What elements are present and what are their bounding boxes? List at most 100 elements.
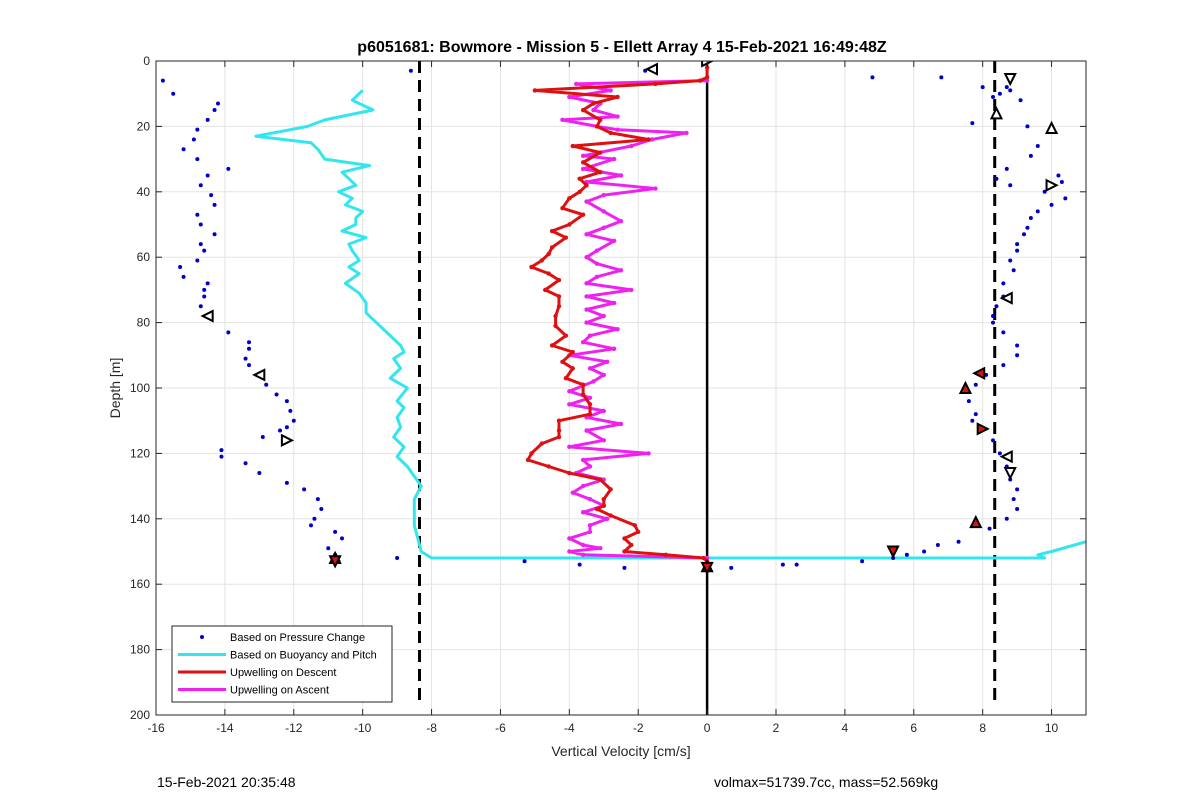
pressure-point	[340, 536, 344, 541]
y-axis-label: Depth [m]	[107, 358, 123, 419]
pressure-point	[1028, 215, 1033, 220]
y-tick-label: 40	[137, 185, 151, 199]
pressure-point	[991, 314, 995, 319]
upwelling-on-descent-point	[580, 107, 586, 113]
pressure-point	[160, 78, 165, 83]
pressure-point	[997, 451, 1002, 456]
upwelling-on-ascent-point	[567, 94, 572, 100]
x-tick-label: -2	[633, 721, 644, 735]
pressure-point	[178, 265, 183, 270]
upwelling-on-ascent-point	[684, 130, 689, 136]
upwelling-on-descent-point	[584, 183, 589, 188]
pressure-point	[202, 287, 207, 292]
pressure-point	[209, 193, 214, 198]
triangle-marker	[969, 514, 983, 529]
upwelling-on-ascent-point	[580, 552, 586, 557]
pressure-point	[1063, 196, 1068, 201]
upwelling-on-ascent-point	[580, 457, 586, 463]
x-tick-label: 4	[842, 721, 849, 735]
pressure-point	[205, 173, 210, 178]
x-tick-label: -10	[354, 721, 372, 735]
upwelling-on-ascent-point	[574, 81, 579, 87]
pressure-point	[195, 212, 200, 217]
upwelling-on-descent-point	[553, 323, 558, 329]
x-tick-label: -14	[216, 721, 234, 735]
upwelling-on-ascent-point	[591, 379, 596, 384]
upwelling-on-descent-point	[608, 487, 613, 492]
upwelling-on-descent-point	[653, 81, 658, 87]
pressure-point	[1018, 98, 1023, 103]
pressure-point	[1011, 497, 1016, 502]
pressure-point	[309, 523, 313, 528]
triangle-marker	[958, 380, 973, 394]
pressure-point	[1059, 179, 1064, 184]
upwelling-on-descent-point	[532, 88, 538, 93]
pressure-point	[1008, 183, 1013, 188]
pressure-point	[729, 565, 734, 570]
upwelling-on-ascent-point	[587, 366, 593, 371]
pressure-point	[994, 176, 999, 181]
upwelling-on-descent-point	[636, 529, 641, 535]
axes: -16 -14 -12 -10 -8 -6 -4 -2 0 2 4 6 8 100204060801001…	[130, 54, 1087, 735]
pressure-point	[198, 304, 203, 309]
pressure-point	[326, 546, 331, 551]
pressure-point	[408, 68, 413, 73]
legend-label: Upwelling on Descent	[230, 667, 336, 679]
pressure-point	[970, 121, 975, 126]
upwelling-on-ascent-point	[591, 107, 596, 113]
pressure-point	[205, 281, 210, 286]
upwelling-on-descent-point	[663, 552, 668, 557]
upwelling-on-descent-point	[563, 375, 569, 381]
upwelling-on-descent-point	[560, 359, 565, 365]
x-axis-label: Vertical Velocity [cm/s]	[551, 743, 690, 759]
legend-label: Based on Buoyancy and Pitch	[230, 650, 377, 662]
triangle-marker	[200, 309, 214, 323]
pressure-point	[226, 330, 231, 335]
triangle-marker	[999, 450, 1013, 464]
upwelling-on-ascent-point	[611, 238, 617, 244]
pressure-point	[219, 448, 224, 453]
upwelling-on-ascent-point	[570, 490, 575, 495]
upwelling-on-descent-point	[563, 333, 569, 338]
upwelling-on-descent-point	[543, 287, 548, 293]
pressure-point	[1008, 88, 1013, 93]
pressure-point	[997, 91, 1002, 96]
pressure-point	[247, 340, 251, 345]
upwelling-on-descent-point	[608, 513, 613, 518]
upwelling-on-descent-point	[549, 228, 555, 234]
upwelling-on-ascent-point	[587, 523, 593, 528]
pressure-point	[198, 183, 203, 188]
pressure-point	[1015, 248, 1020, 253]
pressure-point	[1025, 124, 1030, 129]
pressure-point	[577, 562, 582, 567]
upwelling-on-descent-point	[549, 343, 555, 348]
pressure-point	[1015, 242, 1020, 247]
x-tick-label: 8	[979, 721, 986, 735]
upwelling-on-descent-point	[577, 176, 582, 181]
upwelling-on-descent-point	[570, 143, 575, 149]
pressure-point	[302, 487, 307, 492]
x-tick-label: -16	[147, 721, 165, 735]
upwelling-on-descent-point	[629, 542, 634, 548]
upwelling-on-ascent-point	[584, 232, 589, 237]
upwelling-on-descent-point	[556, 304, 562, 309]
upwelling-on-ascent-point	[584, 307, 589, 312]
upwelling-on-ascent-point	[580, 153, 586, 159]
pressure-point	[991, 94, 995, 99]
upwelling-on-descent-point	[601, 503, 606, 508]
upwelling-on-ascent-point	[587, 496, 593, 502]
y-tick-label: 100	[130, 381, 150, 395]
x-tick-label: 10	[1045, 721, 1059, 735]
upwelling-on-ascent-point	[567, 536, 572, 541]
upwelling-on-ascent-point	[584, 294, 589, 299]
upwelling-on-descent-point	[567, 222, 572, 227]
pressure-point	[315, 497, 320, 502]
triangle-marker	[1003, 72, 1017, 87]
upwelling-on-descent-point	[580, 212, 586, 217]
upwelling-on-ascent-point	[618, 173, 624, 178]
upwelling-on-descent-point	[704, 75, 710, 80]
pressure-point	[395, 556, 400, 561]
upwelling-on-descent-point	[539, 258, 544, 263]
upwelling-on-ascent-point	[649, 137, 655, 142]
